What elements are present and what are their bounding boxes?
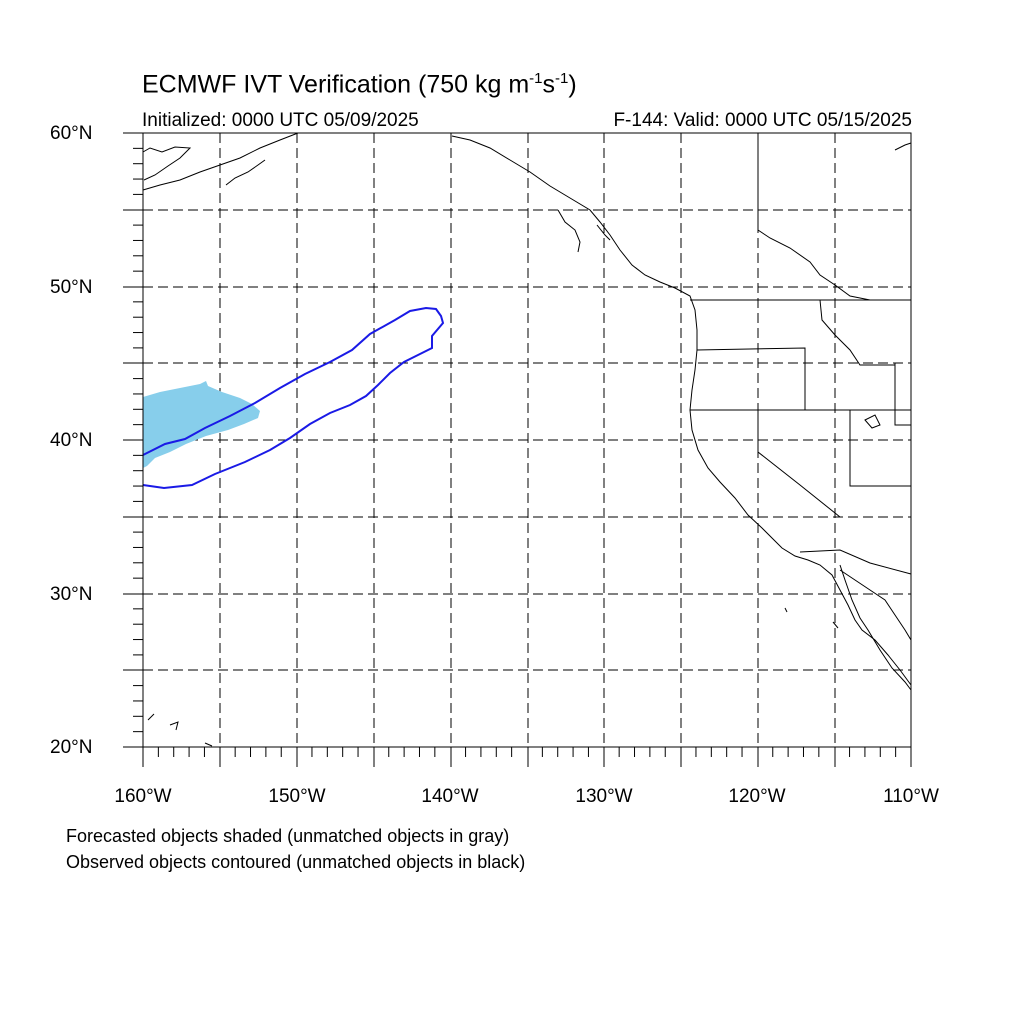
lon-label-110w: 110°W (883, 786, 939, 807)
initialized-label: Initialized: 0000 UTC 05/09/2025 (142, 110, 419, 131)
lon-label-160w: 160°W (114, 786, 172, 807)
tick-marks (123, 132, 912, 767)
lat-label-20n: 20°N (50, 737, 93, 758)
observed-ivt-contour (142, 306, 445, 490)
map-title: ECMWF IVT Verification (750 kg m-1s-1) (142, 70, 577, 99)
lon-label-120w: 120°W (728, 786, 786, 807)
lat-label-60n: 60°N (50, 123, 93, 144)
lat-label-50n: 50°N (50, 277, 93, 298)
coastlines (142, 132, 912, 747)
map-frame (142, 132, 912, 748)
legend-forecast-note: Forecasted objects shaded (unmatched obj… (66, 826, 510, 846)
political-boundaries (690, 133, 912, 575)
lat-label-40n: 40°N (50, 430, 93, 451)
lon-label-140w: 140°W (421, 786, 479, 807)
forecast-ivt-object (143, 381, 260, 468)
lat-label-30n: 30°N (50, 584, 93, 605)
legend-observed-note: Observed objects contoured (unmatched ob… (66, 852, 526, 872)
lon-label-130w: 130°W (575, 786, 633, 807)
valid-label: F-144: Valid: 0000 UTC 05/15/2025 (613, 110, 912, 131)
minor-tick-marks (133, 147, 897, 757)
lon-label-150w: 150°W (268, 786, 326, 807)
graticule (143, 133, 911, 747)
